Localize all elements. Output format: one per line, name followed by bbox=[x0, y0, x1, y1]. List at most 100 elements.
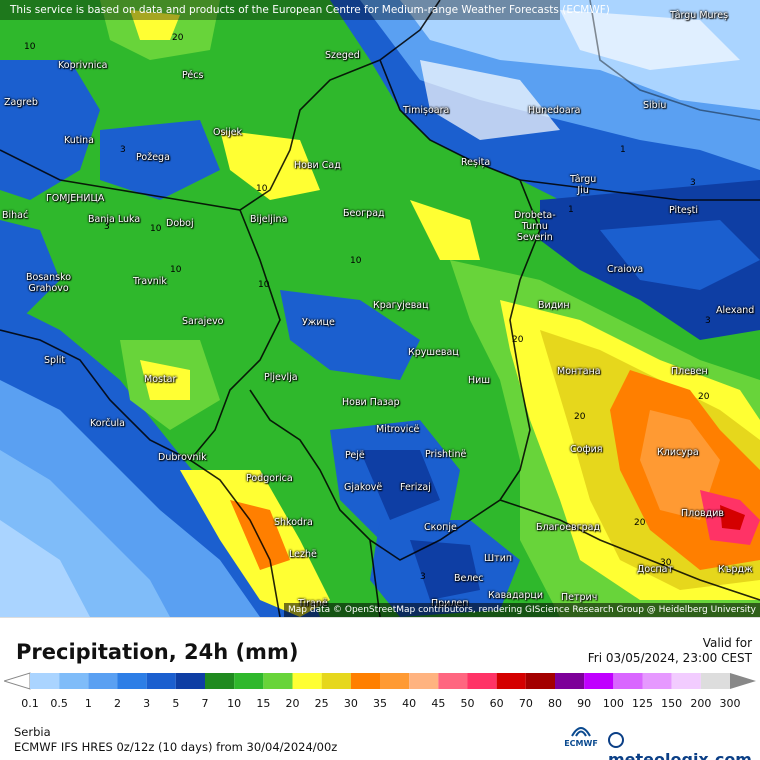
scale-max-arrow bbox=[730, 673, 756, 689]
city-label[interactable]: София bbox=[570, 444, 603, 455]
city-label[interactable]: Ниш bbox=[468, 375, 491, 386]
precipitation-map[interactable]: This service is based on data and produc… bbox=[0, 0, 760, 617]
city-label[interactable]: Doboj bbox=[166, 218, 194, 229]
city-label[interactable]: Sarajevo bbox=[182, 316, 224, 327]
contour-label: 3 bbox=[420, 572, 426, 582]
scale-swatch bbox=[59, 673, 89, 689]
city-label[interactable]: Крушевац bbox=[408, 347, 459, 358]
city-label[interactable]: Ferizaj bbox=[400, 482, 431, 493]
contour-label: 1 bbox=[620, 145, 626, 155]
city-label[interactable]: Pécs bbox=[182, 70, 204, 81]
scale-label: 125 bbox=[632, 697, 653, 710]
city-label[interactable]: Београд bbox=[343, 208, 385, 219]
scale-label: 0.5 bbox=[50, 697, 68, 710]
city-label[interactable]: Нови Пазар bbox=[342, 397, 400, 408]
contour-label: 20 bbox=[512, 335, 524, 345]
city-label[interactable]: Gjakovë bbox=[344, 482, 383, 493]
meteologix-logo[interactable]: meteologix.com bbox=[608, 731, 760, 760]
city-label[interactable]: Sibiu bbox=[643, 100, 667, 111]
scale-label: 35 bbox=[373, 697, 387, 710]
city-label[interactable]: Bijeljina bbox=[250, 214, 288, 225]
scale-swatch bbox=[671, 673, 701, 689]
ecmwf-logo-icon bbox=[571, 727, 591, 737]
city-label[interactable]: Bihać bbox=[2, 210, 29, 221]
scale-swatch bbox=[642, 673, 672, 689]
scale-swatch bbox=[496, 673, 526, 689]
city-label[interactable]: Доспат bbox=[637, 564, 674, 575]
city-label[interactable]: Петрич bbox=[561, 592, 598, 603]
city-label[interactable]: Pljevlja bbox=[264, 372, 298, 383]
contour-label: 20 bbox=[172, 33, 184, 43]
city-label[interactable]: Pejë bbox=[345, 450, 365, 461]
scale-swatch bbox=[409, 673, 439, 689]
city-label[interactable]: Shkodra bbox=[274, 517, 313, 528]
city-label[interactable]: Požega bbox=[136, 152, 170, 163]
scale-label: 15 bbox=[256, 697, 271, 710]
ecmwf-logo[interactable]: ECMWF bbox=[560, 724, 602, 748]
scale-label: 0.1 bbox=[21, 697, 39, 710]
city-label[interactable]: Пловдив bbox=[681, 508, 724, 519]
scale-swatch bbox=[146, 673, 176, 689]
city-label[interactable]: Zagreb bbox=[4, 97, 38, 108]
contour-label: 1 bbox=[568, 205, 574, 215]
city-label[interactable]: Travnik bbox=[133, 276, 167, 287]
color-scale bbox=[4, 672, 756, 690]
city-label[interactable]: Split bbox=[44, 355, 66, 366]
contour-label: 10 bbox=[350, 256, 362, 266]
city-label[interactable]: Bosansko Grahovo bbox=[26, 272, 72, 294]
city-label[interactable]: Плевен bbox=[671, 366, 708, 377]
city-label[interactable]: Hunedoara bbox=[528, 105, 581, 116]
city-label[interactable]: Велес bbox=[454, 573, 484, 584]
city-label[interactable]: Koprivnica bbox=[58, 60, 108, 71]
city-label[interactable]: Craiova bbox=[607, 264, 644, 275]
scale-label: 300 bbox=[719, 697, 741, 710]
city-label[interactable]: Скопје bbox=[424, 522, 457, 533]
city-label[interactable]: Osijek bbox=[213, 127, 243, 138]
city-label[interactable]: Dubrovnik bbox=[158, 452, 207, 463]
scale-label: 3 bbox=[143, 697, 151, 710]
scale-label: 5 bbox=[172, 697, 180, 710]
contour-label: 10 bbox=[24, 42, 36, 52]
scale-swatch bbox=[263, 673, 293, 689]
contour-label: 20 bbox=[698, 392, 710, 402]
city-label[interactable]: Pitești bbox=[669, 205, 699, 216]
city-label[interactable]: Монтана bbox=[557, 366, 601, 377]
city-label[interactable]: Нови Сад bbox=[294, 160, 341, 171]
city-label[interactable]: Târgu Jiu bbox=[570, 174, 597, 196]
city-label[interactable]: Lezhë bbox=[289, 549, 317, 560]
ecmwf-logo-text: ECMWF bbox=[564, 739, 598, 748]
city-label[interactable]: Drobeta- Turnu Severin bbox=[514, 210, 556, 243]
valid-date: Fri 03/05/2024, 23:00 CEST bbox=[587, 651, 752, 665]
scale-swatch bbox=[584, 673, 614, 689]
city-label[interactable]: Kutina bbox=[64, 135, 94, 146]
scale-label: 100 bbox=[602, 697, 624, 710]
scale-label: 70 bbox=[518, 697, 533, 710]
city-label[interactable]: Благоевград bbox=[536, 522, 601, 533]
city-label[interactable]: Reșița bbox=[461, 157, 491, 168]
city-label[interactable]: Korčula bbox=[90, 418, 125, 429]
city-label[interactable]: Кърдж bbox=[718, 564, 753, 575]
city-label[interactable]: Timișoara bbox=[403, 105, 450, 116]
city-label[interactable]: Клисура bbox=[657, 447, 699, 458]
city-label[interactable]: Ужице bbox=[302, 317, 335, 328]
city-label[interactable]: Кавадарци bbox=[488, 590, 544, 601]
scale-label: 50 bbox=[460, 697, 475, 710]
city-label[interactable]: Banja Luka bbox=[88, 214, 141, 225]
city-label[interactable]: Târgu Mureș bbox=[670, 10, 729, 21]
scale-swatch bbox=[175, 673, 205, 689]
scale-swatch bbox=[380, 673, 410, 689]
city-label[interactable]: Prishtinë bbox=[425, 449, 467, 460]
city-label[interactable]: Штип bbox=[484, 553, 513, 564]
contour-label: 3 bbox=[104, 222, 110, 232]
city-label[interactable]: Podgorica bbox=[246, 473, 293, 484]
city-label[interactable]: Mostar bbox=[144, 374, 177, 385]
scale-swatch bbox=[205, 673, 235, 689]
city-label[interactable]: ГОМЈЕНИЦА bbox=[46, 193, 105, 204]
city-label[interactable]: Alexand bbox=[716, 305, 755, 316]
city-label[interactable]: Крагујевац bbox=[373, 300, 429, 311]
city-label[interactable]: Mitrovicë bbox=[376, 424, 420, 435]
city-label[interactable]: Szeged bbox=[325, 50, 360, 61]
contour-label: 20 bbox=[574, 412, 586, 422]
city-label[interactable]: Видин bbox=[538, 300, 570, 311]
scale-swatch bbox=[555, 673, 585, 689]
